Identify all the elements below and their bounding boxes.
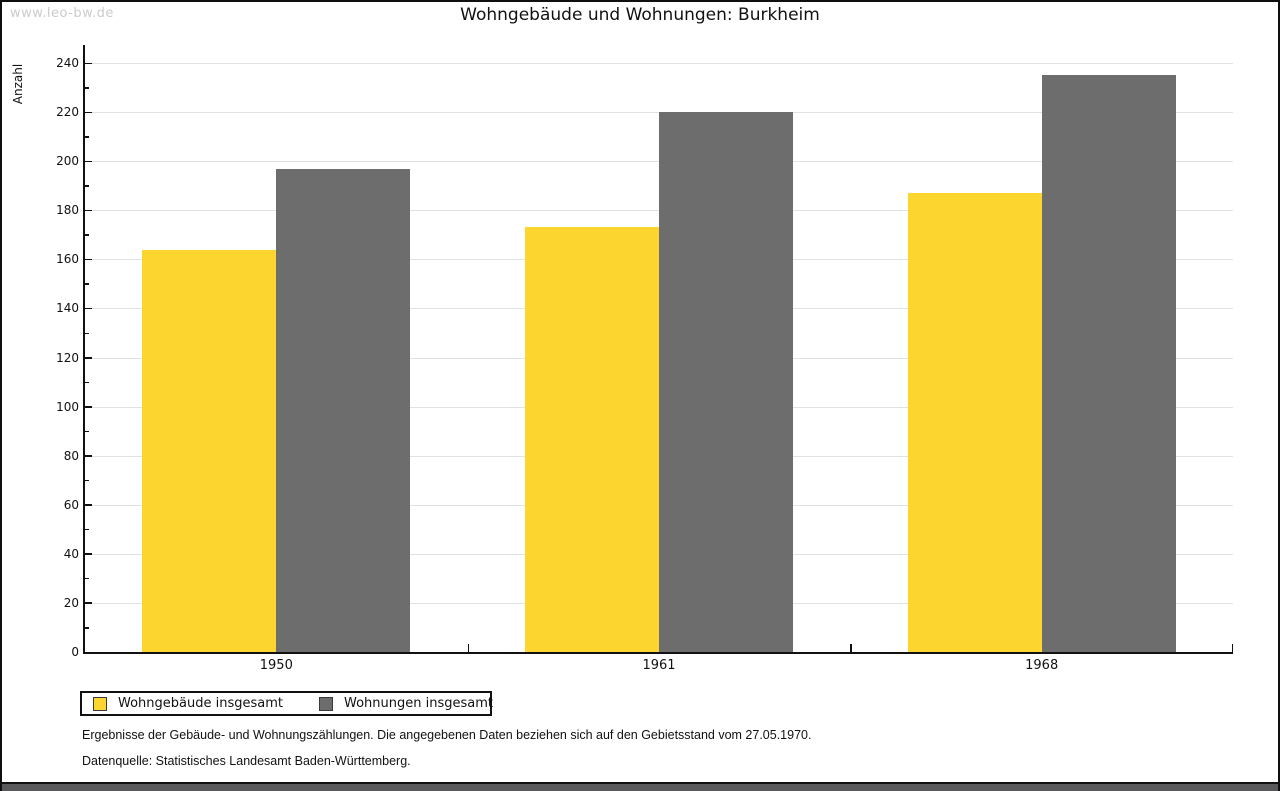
y-tick-140 xyxy=(84,307,92,310)
y-minor-tick-70 xyxy=(84,479,89,482)
footnote-gebietsstand: Ergebnisse der Gebäude- und Wohnungszähl… xyxy=(82,728,812,742)
bar-wohngebaeude-1950 xyxy=(142,249,277,652)
y-tick-label-120: 120 xyxy=(56,350,79,365)
y-tick-180 xyxy=(84,209,92,212)
y-tick-label-180: 180 xyxy=(56,203,79,218)
bar-wohngebaeude-1961 xyxy=(525,227,659,652)
y-tick-label-200: 200 xyxy=(56,154,79,169)
y-tick-200 xyxy=(84,160,92,163)
watermark: www.leo-bw.de xyxy=(10,6,114,21)
bar-wohnungen-1961 xyxy=(659,112,793,652)
legend: Wohngebäude insgesamt Wohnungen insgesamt xyxy=(80,691,493,716)
legend-item-wohngebaeude: Wohngebäude insgesamt xyxy=(93,696,283,711)
gridline-240 xyxy=(86,63,1233,64)
y-minor-tick-150 xyxy=(84,283,89,285)
bar-wohnungen-1950 xyxy=(276,168,411,652)
y-tick-80 xyxy=(84,455,92,457)
y-minor-tick-190 xyxy=(84,185,89,187)
y-tick-100 xyxy=(84,406,92,408)
x-axis-end-tick xyxy=(1231,644,1233,652)
y-tick-120 xyxy=(84,357,92,359)
x-tick-label-1950: 1950 xyxy=(259,658,293,673)
x-separator-tick-1 xyxy=(467,644,470,652)
y-tick-label-40: 40 xyxy=(63,546,79,561)
footnote-datenquelle: Datenquelle: Statistisches Landesamt Bad… xyxy=(82,754,411,768)
legend-label: Wohnungen insgesamt xyxy=(344,696,493,711)
y-tick-label-160: 160 xyxy=(56,252,79,267)
x-separator-tick-2 xyxy=(850,644,852,652)
y-minor-tick-10 xyxy=(84,627,89,629)
y-minor-tick-30 xyxy=(84,577,89,580)
y-tick-label-80: 80 xyxy=(63,448,79,463)
legend-swatch-icon xyxy=(319,696,333,711)
bar-wohngebaeude-1968 xyxy=(907,193,1042,652)
chart-title: Wohngebäude und Wohnungen: Burkheim xyxy=(460,5,820,25)
y-tick-label-240: 240 xyxy=(56,56,79,70)
y-axis-line xyxy=(83,45,85,654)
y-tick-220 xyxy=(84,111,92,114)
y-tick-60 xyxy=(84,504,92,506)
y-minor-tick-130 xyxy=(84,332,89,334)
y-tick-160 xyxy=(84,258,92,261)
y-tick-label-0: 0 xyxy=(71,645,79,659)
y-minor-tick-210 xyxy=(84,136,89,138)
y-minor-tick-110 xyxy=(84,381,89,383)
y-tick-label-220: 220 xyxy=(56,105,79,120)
y-tick-label-20: 20 xyxy=(63,595,79,610)
y-minor-tick-170 xyxy=(84,234,89,236)
y-tick-40 xyxy=(84,553,92,555)
y-tick-label-100: 100 xyxy=(56,399,79,414)
y-tick-240 xyxy=(84,62,92,64)
bar-wohnungen-1968 xyxy=(1041,75,1176,652)
y-minor-tick-50 xyxy=(84,528,89,531)
y-tick-label-60: 60 xyxy=(63,497,79,512)
x-axis-line xyxy=(83,652,1233,654)
footnotes: Ergebnisse der Gebäude- und Wohnungszähl… xyxy=(82,728,1232,780)
y-minor-tick-230 xyxy=(84,87,89,89)
legend-item-wohnungen: Wohnungen insgesamt xyxy=(319,696,493,711)
y-tick-20 xyxy=(84,602,92,604)
legend-label: Wohngebäude insgesamt xyxy=(118,696,283,711)
legend-swatch-icon xyxy=(93,696,107,711)
y-minor-tick-90 xyxy=(84,430,89,433)
y-tick-label-140: 140 xyxy=(56,301,79,316)
bottom-edge-strip xyxy=(2,782,1278,791)
x-tick-label-1961: 1961 xyxy=(642,658,676,673)
x-tick-label-1968: 1968 xyxy=(1025,658,1059,673)
